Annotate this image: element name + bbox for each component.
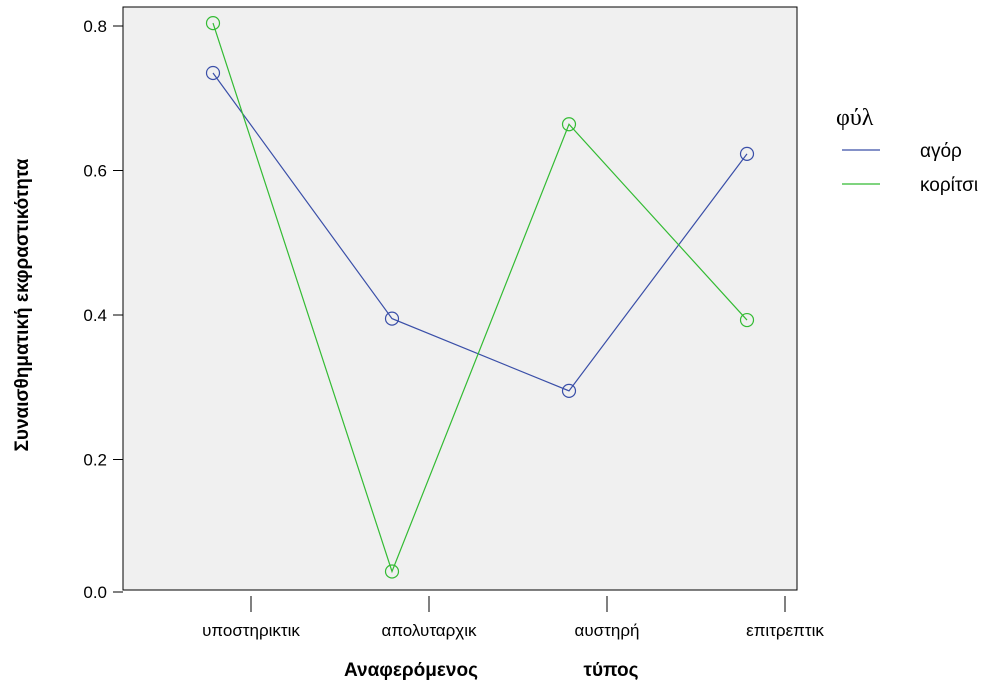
x-tick-label: απολυταρχικ (381, 621, 477, 640)
y-tick-label: 0.2 (83, 451, 107, 470)
legend: φύλ αγόρ κορίτσι (836, 105, 978, 196)
series-1-point (561, 383, 577, 398)
x-tick-label: αυστηρή (575, 621, 640, 640)
y-tick-label: 0.6 (83, 162, 107, 181)
y-tick-label: 0.4 (83, 306, 107, 325)
series-1-point (384, 311, 400, 326)
x-axis-title-part2: τύπος (583, 660, 638, 681)
plot-area (122, 6, 798, 591)
series-layer (205, 16, 755, 579)
y-axis: 0.0 0.2 0.4 0.6 0.8 (83, 17, 123, 602)
x-axis-title-part1: Αναφερόμενος (344, 660, 478, 681)
series-line-2 (212, 22, 748, 574)
x-tick-label: υποστηρικτικ (202, 621, 300, 640)
legend-title: φύλ (836, 105, 874, 131)
series-line-1 (212, 72, 748, 392)
series-2-point (561, 117, 577, 132)
y-tick-label: 0.8 (83, 17, 107, 36)
legend-label-2: κορίτσι (920, 175, 978, 196)
series-2-point (384, 564, 400, 579)
x-axis: υποστηρικτικ απολυταρχικ αυστηρή επιτρεπτικ (202, 596, 824, 640)
series-1-point (739, 146, 755, 161)
y-axis-title: Συναισθηματική εκφραστικότητα (12, 158, 33, 451)
x-tick-label: επιτρεπτικ (746, 621, 824, 640)
series-2-point (739, 312, 755, 328)
legend-label-1: αγόρ (920, 141, 962, 162)
y-tick-label: 0.0 (83, 583, 107, 602)
series-2-point (205, 16, 221, 31)
series-1-point (205, 65, 221, 81)
